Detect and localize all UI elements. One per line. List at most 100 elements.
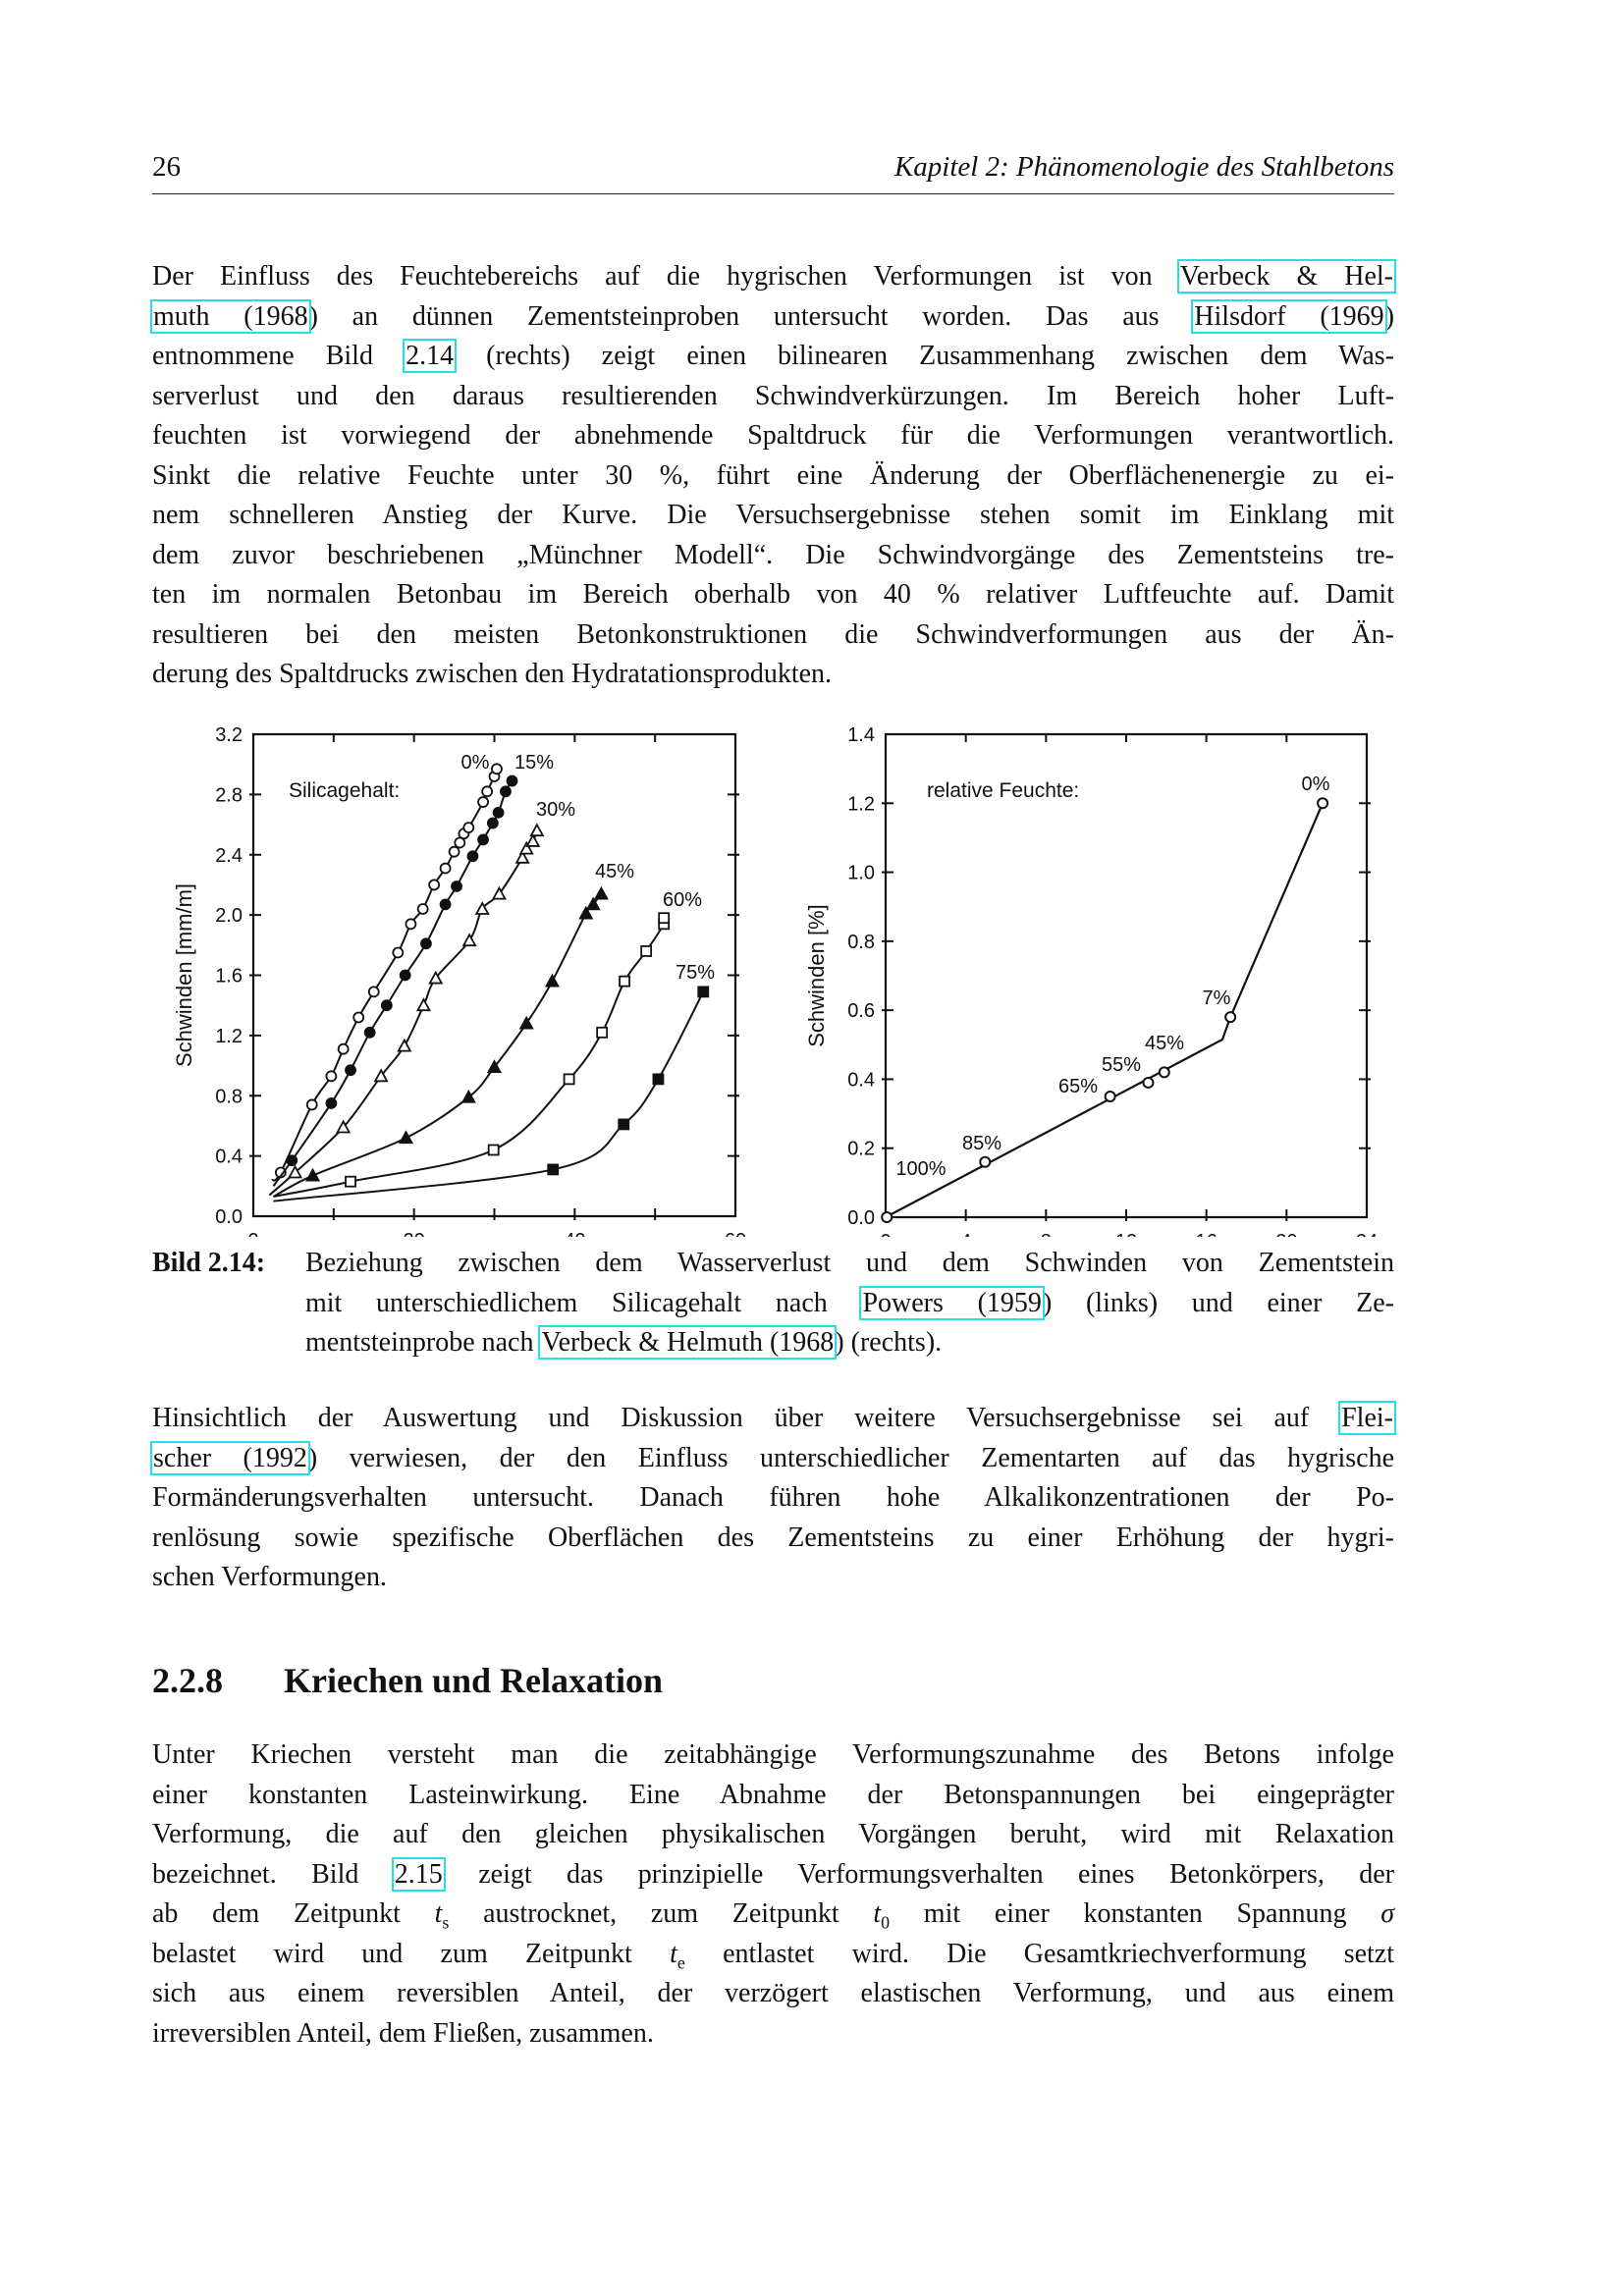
text-line: Beziehung zwischen dem Wasserverlust und… [305, 1244, 1394, 1284]
text-run: Sinkt die relative Feuchte unter 30 %, f… [152, 459, 1394, 491]
math-subscript: 0 [881, 1912, 891, 1933]
data-point-triangle [461, 933, 477, 947]
bilinear-line [885, 802, 1325, 1218]
chart-silica-content: 02040600.00.40.81.21.62.02.42.83.2Wasser… [172, 724, 746, 1237]
data-point-circle [1224, 1011, 1237, 1024]
text-line: mentsteinprobe nach Verbeck & Helmuth (1… [305, 1323, 1394, 1363]
text-line: Formänderungsverhalten untersucht. Danac… [152, 1478, 1394, 1519]
text-run: entnommene Bild [152, 341, 406, 371]
y-tick-label: 1.4 [847, 724, 875, 746]
y-tick-label: 0.6 [847, 1000, 875, 1022]
point-label: 0% [1302, 774, 1330, 795]
data-point-triangle [578, 905, 594, 920]
paragraph-further-results: Hinsichtlich der Auswertung und Diskussi… [150, 1399, 1396, 1598]
data-point-circle [380, 999, 393, 1012]
series-curve [273, 990, 705, 1202]
text-line: nem schnelleren Anstieg der Kurve. Die V… [152, 496, 1394, 536]
y-tick-label: 2.4 [215, 845, 243, 867]
data-point-triangle [460, 1089, 476, 1103]
citation-link[interactable]: Hilsdorf (1969 [1191, 298, 1387, 334]
data-point-triangle [593, 885, 609, 900]
text-run: feuchten ist vorwiegend der abnehmende S… [152, 420, 1394, 451]
section-title: Kriechen und Relaxation [284, 1661, 664, 1700]
y-tick-label: 0.0 [847, 1207, 875, 1229]
text-line: Sinkt die relative Feuchte unter 30 %, f… [152, 456, 1394, 497]
math-symbol: te [670, 1939, 685, 1973]
data-point-triangle [415, 997, 432, 1012]
text-run: sich aus einem reversiblen Anteil, der v… [152, 1978, 1394, 2008]
citation-link[interactable]: Flei- [1338, 1401, 1396, 1435]
series-curve [272, 893, 603, 1198]
citation-link[interactable]: Verbeck & Helmuth (1968 [538, 1325, 838, 1360]
point-label: 45% [1145, 1033, 1184, 1054]
text-run: mit einer konstanten Spannung [890, 1898, 1381, 1929]
x-tick-label: 0 [247, 1230, 258, 1237]
data-point-circle [345, 1064, 356, 1077]
text-run: ) (rechts). [835, 1327, 943, 1358]
text-run: belastet wird und zum Zeitpunkt [152, 1938, 671, 1969]
y-tick-label: 0.8 [215, 1086, 243, 1107]
data-point-triangle [288, 1164, 303, 1179]
text-line: irreversiblen Anteil, dem Fließen, zusam… [152, 2014, 1394, 2055]
text-line: resultieren bei den meisten Betonkonstru… [152, 615, 1394, 656]
point-label: 100% [895, 1158, 946, 1180]
data-point-circle [500, 785, 512, 798]
caption-label: Bild 2.14: [152, 1248, 266, 1278]
text-run: Verformung, die auf den gleichen physika… [152, 1819, 1394, 1849]
x-tick-label: 60 [725, 1230, 746, 1237]
citation-link[interactable]: scher (1992 [150, 1440, 310, 1475]
citation-link[interactable]: muth (1968 [150, 298, 311, 334]
data-point-circle [451, 881, 462, 892]
x-tick-label: 20 [404, 1230, 425, 1237]
text-run: ) (links) und einer Ze- [1042, 1287, 1394, 1318]
y-tick-label: 2.0 [215, 905, 243, 927]
data-point-triangle [428, 970, 444, 985]
math-subscript: e [676, 1952, 685, 1973]
data-point-square [658, 912, 671, 925]
citation-link[interactable]: 2.15 [391, 1856, 446, 1892]
series-label: 45% [595, 861, 634, 882]
data-point-circle [1104, 1091, 1116, 1102]
text-line: renlösung sowie spezifische Oberflächen … [152, 1519, 1394, 1559]
data-point-circle [352, 1011, 365, 1024]
text-line: entnommene Bild 2.14 (rechts) zeigt eine… [152, 337, 1394, 377]
data-point-circle [416, 903, 429, 915]
paragraph-creep-relaxation: Unter Kriechen versteht man die zeitabhä… [152, 1735, 1394, 2054]
text-line: Unter Kriechen versteht man die zeitabhä… [152, 1735, 1394, 1776]
citation-link[interactable]: Powers (1959 [859, 1285, 1045, 1320]
section-heading: 2.2.8 Kriechen und Relaxation [152, 1659, 663, 1702]
data-point-triangle [397, 1038, 412, 1052]
series-label: 60% [663, 889, 702, 911]
y-tick-label: 0.0 [215, 1206, 243, 1228]
citation-link[interactable]: 2.14 [403, 339, 458, 373]
data-point-circle [979, 1155, 992, 1168]
data-point-square [618, 1118, 630, 1131]
data-point-circle [462, 822, 475, 834]
x-tick-label: 16 [1196, 1231, 1217, 1237]
text-line: scher (1992) verwiesen, der den Einfluss… [150, 1439, 1394, 1479]
math-variable: σ [1380, 1898, 1394, 1929]
series-label: 30% [536, 799, 575, 821]
text-line: Hinsichtlich der Auswertung und Diskussi… [152, 1399, 1396, 1439]
data-point-square [487, 1144, 500, 1156]
data-point-circle [1158, 1066, 1170, 1079]
section-number: 2.2.8 [152, 1661, 223, 1700]
citation-link[interactable]: Verbeck & Hel- [1176, 259, 1397, 294]
text-run: renlösung sowie spezifische Oberflächen … [152, 1522, 1394, 1553]
data-point-square [596, 1026, 609, 1039]
text-run: derung des Spaltdrucks zwischen den Hydr… [152, 659, 833, 689]
point-label: 65% [1058, 1076, 1098, 1097]
data-point-triangle [398, 1130, 413, 1145]
y-tick-label: 0.2 [847, 1139, 875, 1160]
y-axis-label: Schwinden [mm/m] [172, 883, 196, 1067]
y-tick-label: 3.2 [215, 724, 243, 746]
y-tick-label: 1.0 [847, 863, 875, 884]
data-point-triangle [514, 849, 530, 864]
text-run: mit unterschiedlichem Silicagehalt nach [305, 1287, 862, 1318]
running-header: 26 Kapitel 2: Phänomenologie des Stahlbe… [152, 151, 1394, 187]
x-tick-label: 40 [564, 1230, 585, 1237]
y-tick-label: 0.8 [847, 932, 875, 953]
data-point-triangle [305, 1167, 321, 1182]
text-run: Beziehung zwischen dem Wasserverlust und… [305, 1248, 1394, 1278]
data-point-triangle [518, 840, 534, 855]
